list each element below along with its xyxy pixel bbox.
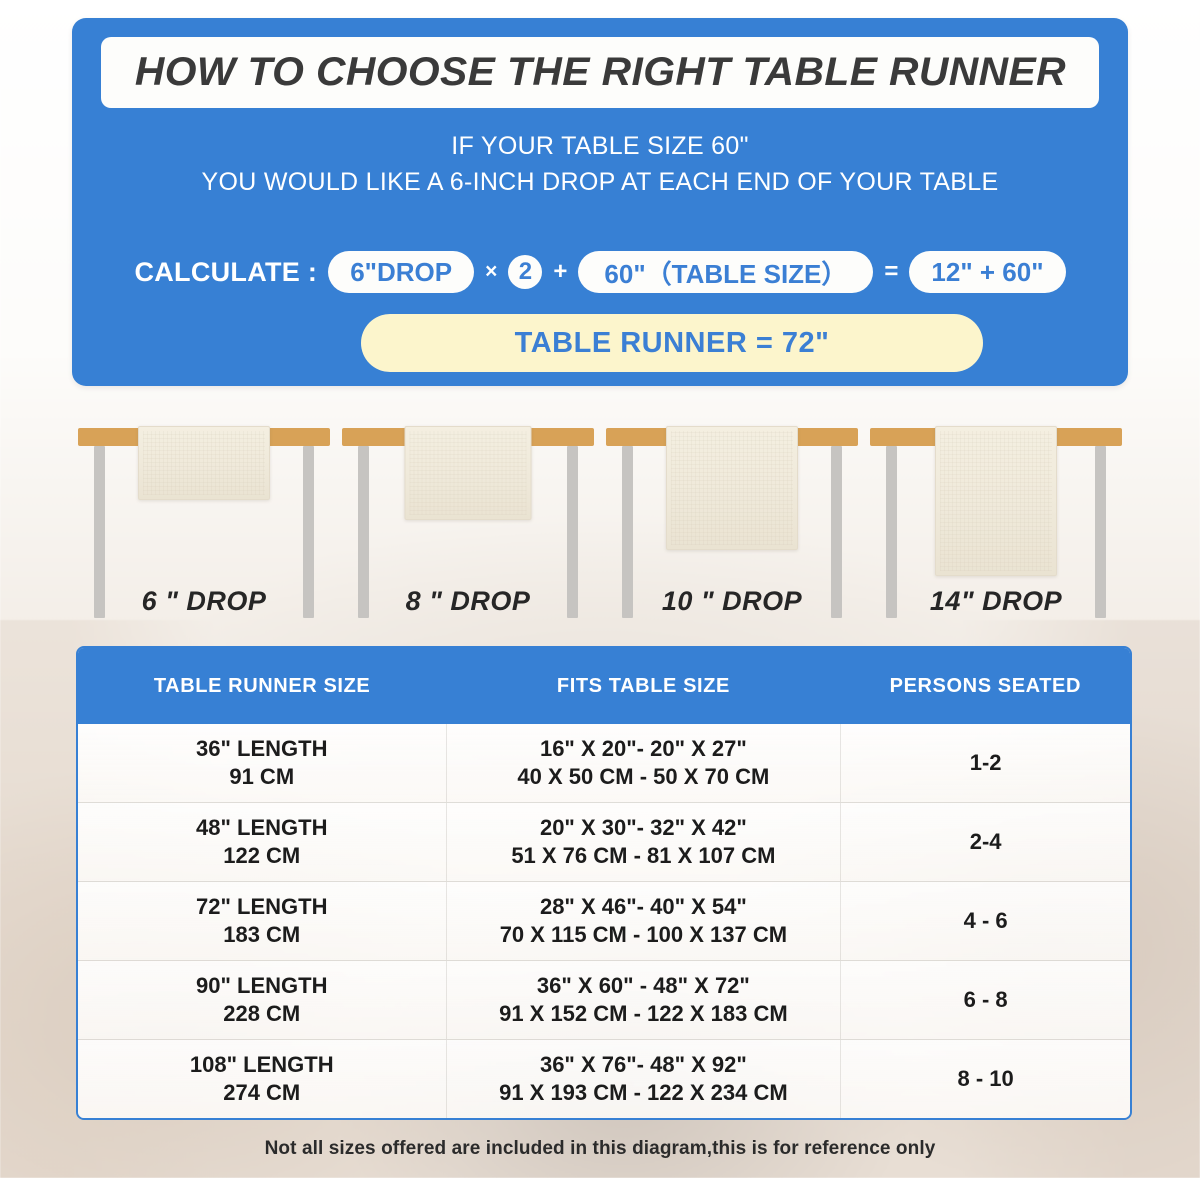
table-row: 48" LENGTH 122 CM 20" X 30"- 32" X 42" 5… [78,802,1130,881]
cell-runner-size: 90" LENGTH 228 CM [78,961,446,1039]
table-leg-left [886,446,897,618]
runner-length-inches: 108" LENGTH [189,1052,334,1077]
runner-length-cm: 122 CM [223,843,301,868]
cell-persons-seated: 6 - 8 [840,961,1130,1039]
table-size-pill: 60"（TABLE SIZE） [578,251,874,293]
cell-fits-table-size: 28" X 46"- 40" X 54" 70 X 115 CM - 100 X… [445,882,841,960]
persons-seated-value: 1-2 [969,750,1002,775]
cell-fits-table-size: 36" X 60" - 48" X 72" 91 X 152 CM - 122 … [445,961,841,1039]
column-header-runner-size: TABLE RUNNER SIZE [153,674,371,697]
page-title: HOW TO CHOOSE THE RIGHT TABLE RUNNER [134,50,1066,94]
fits-inches: 28" X 46"- 40" X 54" [539,894,747,919]
multiplier-pill: 2 [508,255,543,289]
drop-label: 10 " DROP [661,586,803,616]
runner-length-cm: 228 CM [223,1001,301,1026]
persons-seated-value: 4 - 6 [963,908,1008,933]
persons-seated-value: 2-4 [969,829,1002,854]
table-row: 90" LENGTH 228 CM 36" X 60" - 48" X 72" … [78,960,1130,1039]
hero-subtitle: IF YOUR TABLE SIZE 60" YOU WOULD LIKE A … [72,128,1128,200]
disclaimer-note: Not all sizes offered are included in th… [264,1138,936,1159]
fits-cm: 91 X 193 CM - 122 X 234 CM [499,1080,788,1105]
runner-length-inches: 72" LENGTH [196,894,328,919]
cell-persons-seated: 8 - 10 [840,1040,1130,1118]
fits-inches: 16" X 20"- 20" X 27" [539,736,747,761]
table-row: 36" LENGTH 91 CM 16" X 20"- 20" X 27" 40… [78,724,1130,802]
persons-seated-value: 6 - 8 [963,987,1008,1012]
column-header-persons-seated: PERSONS SEATED [889,674,1082,697]
fits-inches: 20" X 30"- 32" X 42" [539,815,747,840]
cell-fits-table-size: 36" X 76"- 48" X 92" 91 X 193 CM - 122 X… [445,1040,841,1118]
drop-label: 6 " DROP [141,586,267,616]
cell-fits-table-size: 16" X 20"- 20" X 27" 40 X 50 CM - 50 X 7… [445,724,841,802]
cell-fits-table-size: 20" X 30"- 32" X 42" 51 X 76 CM - 81 X 1… [445,803,841,881]
fits-cm: 91 X 152 CM - 122 X 183 CM [499,1001,788,1026]
table-leg-right [567,446,578,618]
plus-operator-icon: + [553,258,568,285]
table-leg-right [1095,446,1106,618]
table-leg-left [358,446,369,618]
drop-label: 8 " DROP [405,586,531,616]
fits-inches: 36" X 60" - 48" X 72" [536,973,750,998]
tabletop-right [778,428,858,446]
drop-illustrations: 6 " DROP 8 " DROP 10 " DROP 14" DROP [72,420,1128,625]
table-runner-cloth [666,426,798,550]
runner-length-cm: 91 CM [229,764,295,789]
runner-length-cm: 274 CM [223,1080,301,1105]
tabletop-right [1042,428,1122,446]
calculation-row: CALCULATE : 6"DROP × 2 + 60"（TABLE SIZE）… [72,246,1128,298]
result-pill: TABLE RUNNER = 72" [361,314,983,372]
table-runner-cloth [935,426,1057,576]
fits-cm: 70 X 115 CM - 100 X 137 CM [499,922,788,947]
table-runner-cloth [404,426,532,520]
cell-persons-seated: 1-2 [840,724,1130,802]
drop-illustration-6in: 6 " DROP [72,420,336,625]
runner-length-cm: 183 CM [223,922,301,947]
cell-runner-size: 72" LENGTH 183 CM [78,882,446,960]
cell-persons-seated: 2-4 [840,803,1130,881]
sum-pill: 12" + 60" [909,251,1066,293]
tabletop-right [250,428,330,446]
drop-illustration-10in: 10 " DROP [600,420,864,625]
table-leg-left [622,446,633,618]
runner-length-inches: 36" LENGTH [196,736,328,761]
column-header-fits-table-size: FITS TABLE SIZE [556,674,730,697]
drop-illustration-14in: 14" DROP [864,420,1128,625]
fits-cm: 40 X 50 CM - 50 X 70 CM [517,764,770,789]
fits-inches: 36" X 76"- 48" X 92" [539,1052,747,1077]
table-body: 36" LENGTH 91 CM 16" X 20"- 20" X 27" 40… [78,724,1130,1118]
calculate-label: CALCULATE : [134,256,318,287]
table-row: 72" LENGTH 183 CM 28" X 46"- 40" X 54" 7… [78,881,1130,960]
drop-label: 14" DROP [929,586,1063,616]
drop-illustration-8in: 8 " DROP [336,420,600,625]
hero-title-box: HOW TO CHOOSE THE RIGHT TABLE RUNNER [101,37,1099,108]
cell-runner-size: 108" LENGTH 274 CM [78,1040,446,1118]
persons-seated-value: 8 - 10 [957,1066,1014,1091]
tabletop-left [342,428,422,446]
subtitle-line-1: IF YOUR TABLE SIZE 60" [451,132,749,160]
table-row: 108" LENGTH 274 CM 36" X 76"- 48" X 92" … [78,1039,1130,1118]
fits-cm: 51 X 76 CM - 81 X 107 CM [511,843,776,868]
subtitle-line-2: YOU WOULD LIKE A 6-INCH DROP AT EACH END… [201,168,999,196]
runner-length-inches: 90" LENGTH [196,973,328,998]
table-runner-cloth [138,426,270,500]
tabletop-right [514,428,594,446]
table-leg-left [94,446,105,618]
equals-operator-icon: = [884,258,899,285]
cell-persons-seated: 4 - 6 [840,882,1130,960]
runner-length-inches: 48" LENGTH [196,815,328,840]
table-leg-right [831,446,842,618]
drop-value-pill: 6"DROP [328,251,475,293]
cell-runner-size: 36" LENGTH 91 CM [78,724,446,802]
multiply-operator-icon: × [485,260,498,283]
cell-runner-size: 48" LENGTH 122 CM [78,803,446,881]
table-header-row: TABLE RUNNER SIZE FITS TABLE SIZE PERSON… [78,648,1130,724]
size-chart-table: TABLE RUNNER SIZE FITS TABLE SIZE PERSON… [76,646,1132,1120]
hero-panel: HOW TO CHOOSE THE RIGHT TABLE RUNNER IF … [72,18,1128,386]
table-leg-right [303,446,314,618]
tabletop-left [870,428,950,446]
